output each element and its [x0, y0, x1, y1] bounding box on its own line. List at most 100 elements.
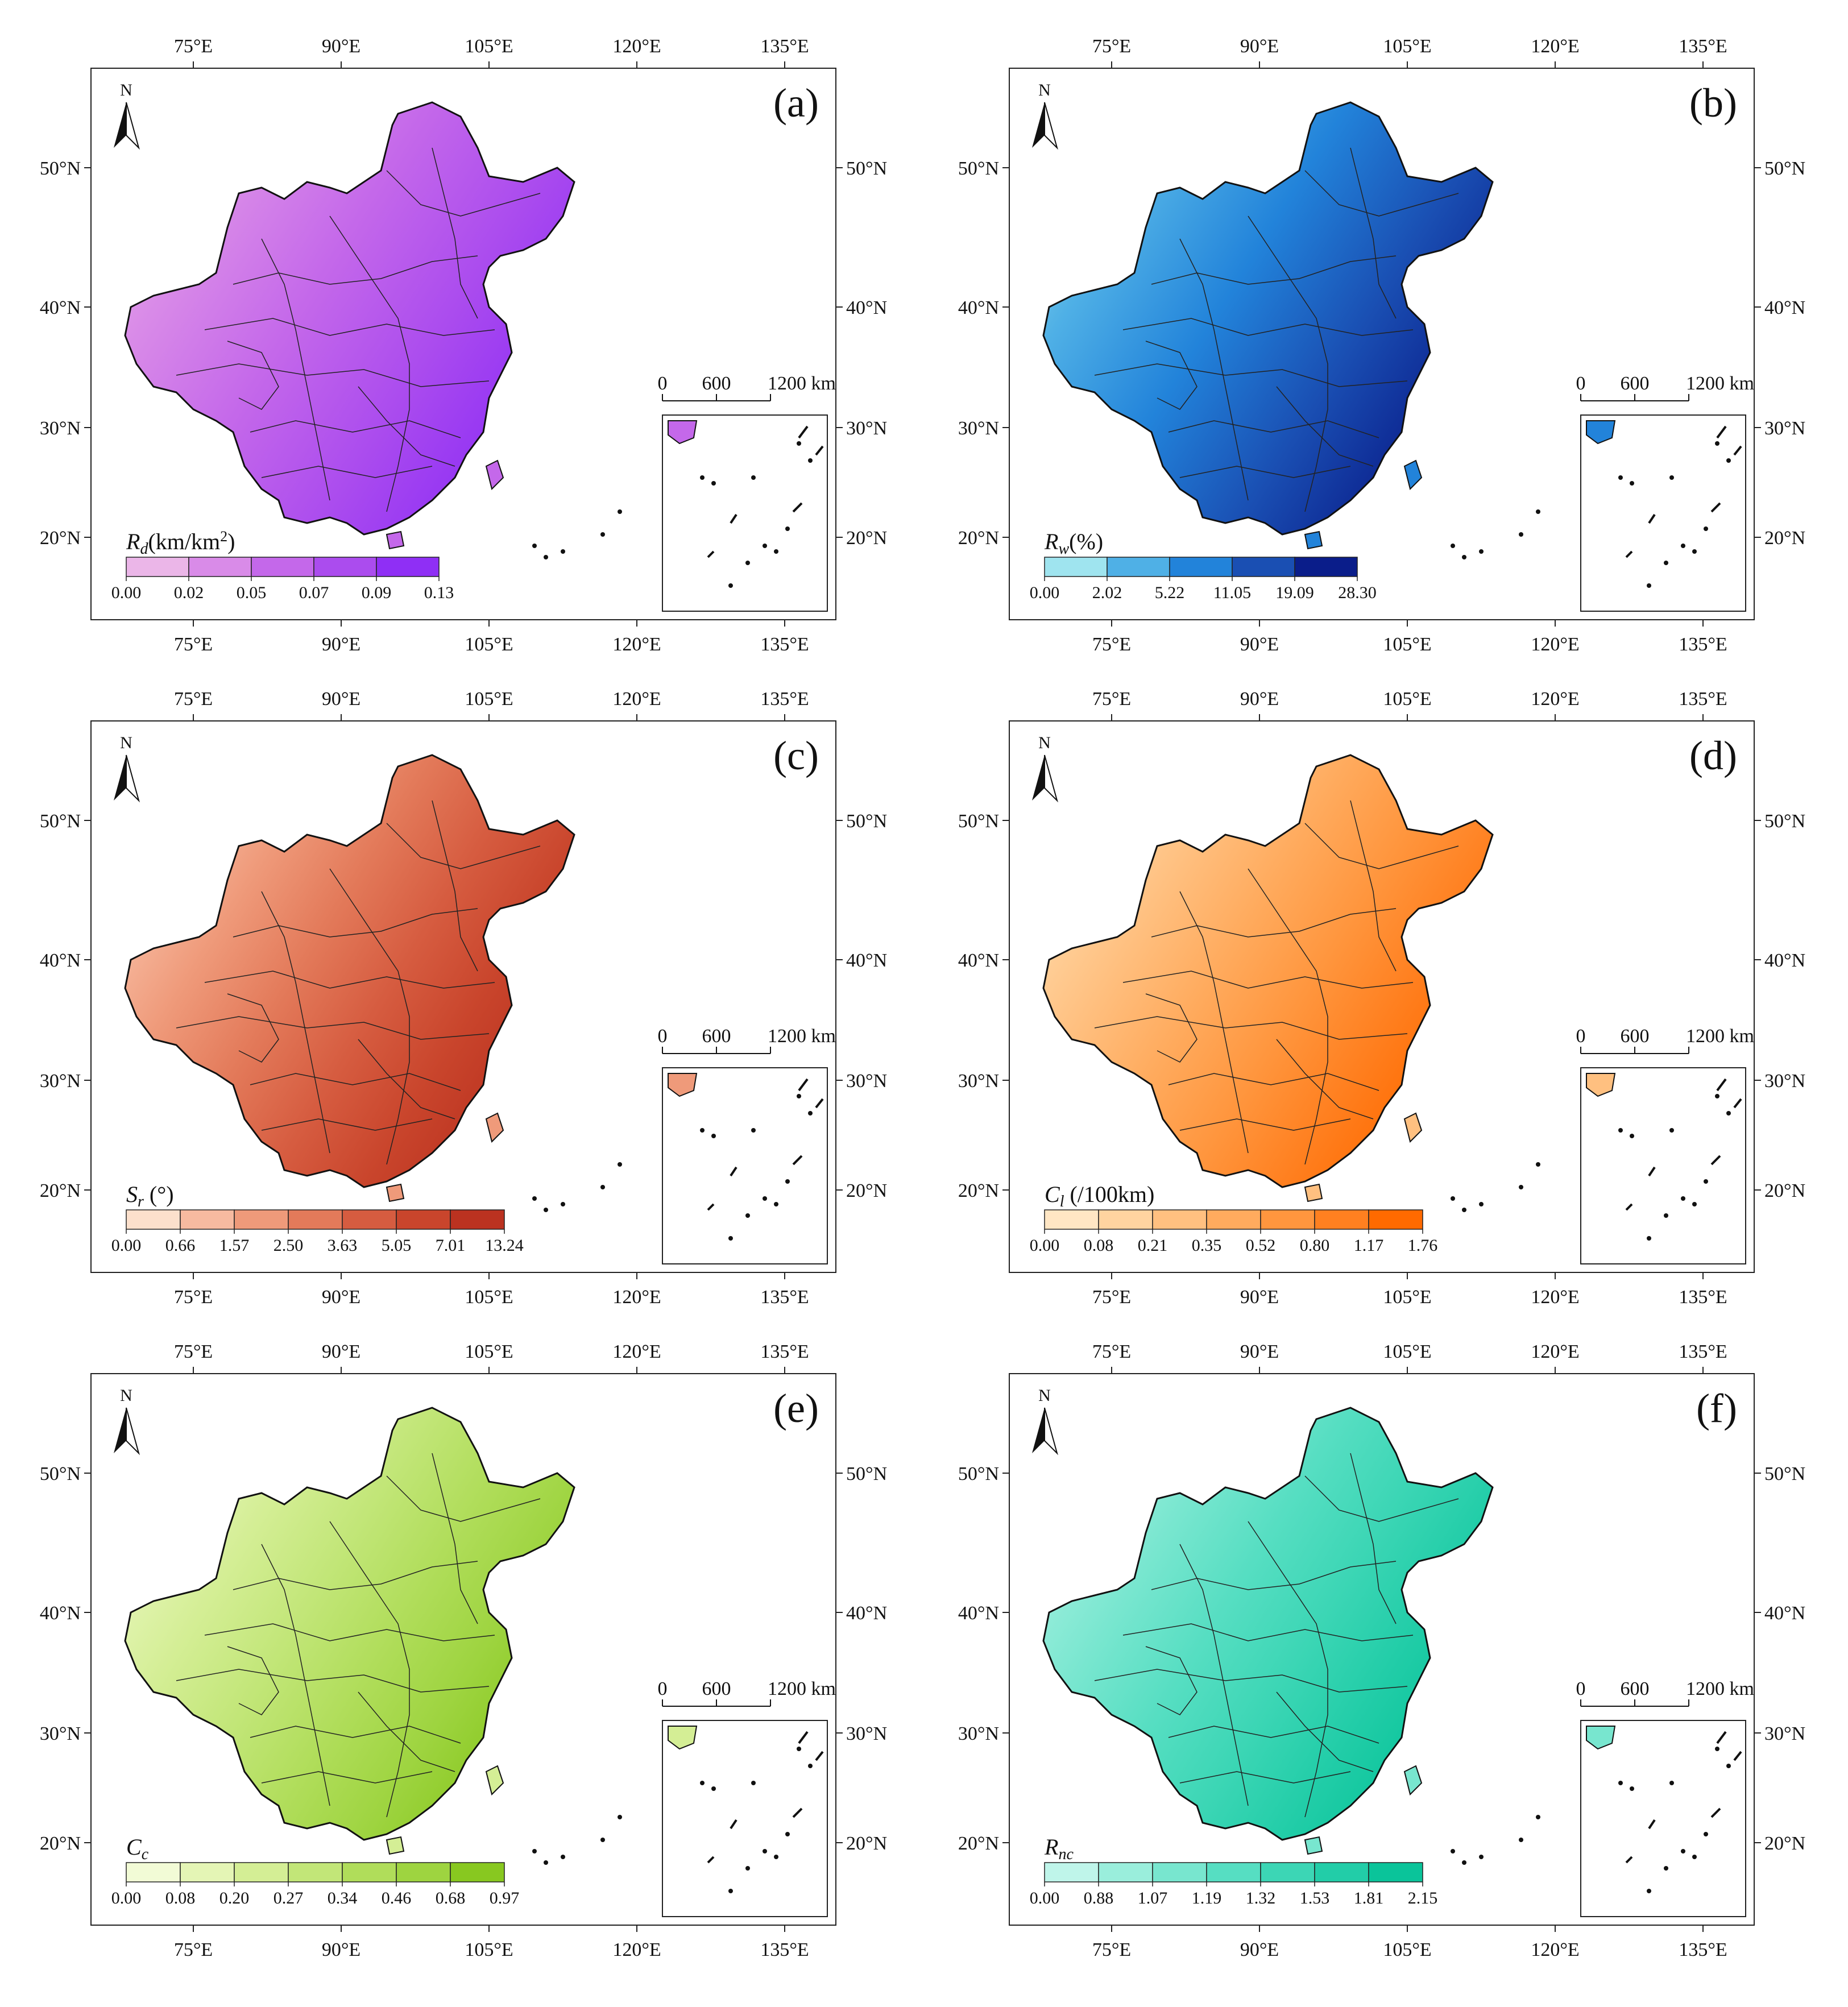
north-label: N — [1038, 81, 1051, 99]
legend-break-label: 0.08 — [1084, 1236, 1114, 1255]
island-dot — [561, 1202, 565, 1206]
panel-label: (c) — [773, 733, 819, 778]
basin-boundary — [261, 466, 433, 478]
north-label: N — [120, 1386, 132, 1405]
legend-title-rest: (%) — [1069, 529, 1103, 554]
map-panel-f: 75°E 75°E 90°E 90°E 105°E 105°E 120°E 120°E 135°… — [958, 1341, 1805, 1960]
legend-title: Rw(%) — [1044, 529, 1103, 558]
lat-tick-label-left: 30°N — [40, 418, 81, 439]
inset-island-dot — [751, 475, 756, 480]
lat-tick-label-left: 20°N — [958, 528, 999, 549]
island — [485, 459, 504, 490]
inset-island-dot — [1715, 1094, 1719, 1098]
legend-swatch — [396, 1862, 451, 1882]
legend-break-label: 2.02 — [1092, 583, 1122, 602]
inset-island-dot — [1664, 1213, 1668, 1218]
island-dot — [532, 1196, 537, 1201]
lat-tick-label-left: 50°N — [40, 1463, 81, 1484]
legend-break-label: 0.13 — [424, 583, 454, 602]
inset-island-dot — [1681, 1849, 1685, 1853]
inset-island-dot — [1669, 1128, 1674, 1133]
lon-tick-label-bottom: 120°E — [1531, 634, 1579, 655]
lon-tick-label-bottom: 75°E — [1092, 1939, 1131, 1960]
inset-island-dot — [1715, 441, 1719, 446]
lon-tick-label-bottom: 75°E — [174, 634, 213, 655]
legend-title: Cl (/100km) — [1045, 1181, 1154, 1210]
basin-boundary — [432, 1453, 478, 1624]
inset-map — [662, 1720, 828, 1917]
island-dot — [600, 532, 605, 537]
lon-tick-label-top: 135°E — [760, 689, 809, 710]
legend-swatch — [288, 1862, 343, 1882]
island-dot — [1536, 1815, 1540, 1819]
inset-island-dot — [763, 1849, 767, 1853]
north-arrow-icon — [114, 102, 140, 150]
map-panel-a: 75°E 75°E 90°E 90°E 105°E 105°E 120°E 120°E 135°… — [40, 36, 887, 655]
legend-title: Rd(km/km2) — [126, 528, 235, 558]
inset-island-dot — [797, 1747, 801, 1751]
inset-island-dot — [711, 1134, 716, 1138]
legend-break-label: 0.34 — [328, 1889, 358, 1908]
legend-swatch — [1260, 1862, 1315, 1882]
lon-tick-label-top: 105°E — [465, 1341, 513, 1362]
legend-break-label: 0.80 — [1300, 1236, 1330, 1255]
north-arrow-right — [126, 754, 140, 803]
lon-tick-label-bottom: 75°E — [174, 1287, 213, 1308]
nine-dash-line — [1710, 502, 1721, 513]
legend-swatch — [1368, 1209, 1423, 1230]
legend-swatch — [342, 1209, 397, 1230]
basin-boundary — [1248, 868, 1328, 1165]
island-dot — [1519, 1838, 1523, 1842]
lon-tick-label-top: 75°E — [174, 1341, 213, 1362]
legend-title-main: R — [126, 529, 140, 554]
scale-bar-label: 1200 km — [768, 1026, 836, 1047]
legend-title-sub: w — [1058, 540, 1069, 558]
basin-boundary — [1276, 1039, 1374, 1119]
legend-break-label: 0.66 — [165, 1236, 196, 1255]
island-dot — [600, 1185, 605, 1189]
island — [1403, 1765, 1423, 1795]
basin-boundary — [176, 1016, 490, 1040]
inset-island-dot — [785, 1179, 790, 1184]
inset-frame — [1580, 1067, 1746, 1264]
nine-dash-line — [815, 1098, 824, 1109]
inset-island-dot — [745, 1866, 750, 1871]
legend-title-sub: c — [142, 1846, 149, 1863]
legend-title-sub: l — [1060, 1193, 1064, 1210]
basin-boundary — [358, 1691, 455, 1772]
inset-island-dot — [1618, 1781, 1623, 1785]
inset-frame — [662, 1067, 828, 1264]
legend: 0.00 0.08 0.21 0.35 0.52 0.80 1.17 1.76 Cl (/100… — [1030, 1181, 1438, 1255]
island-dot — [1462, 555, 1466, 559]
inset-island-dot — [1692, 549, 1697, 554]
inset-island-dot — [1630, 1134, 1634, 1138]
nine-dash-line — [798, 425, 809, 439]
legend-swatch — [126, 557, 189, 577]
lon-tick-label-top: 120°E — [1531, 1341, 1579, 1362]
lon-tick-label-bottom: 120°E — [612, 634, 661, 655]
north-label: N — [120, 81, 132, 99]
inset-frame — [1580, 414, 1746, 612]
scale-bar-label: 1200 km — [768, 1678, 836, 1699]
legend-swatch — [1260, 1209, 1315, 1230]
basin-boundary — [1179, 1544, 1249, 1806]
scale-bar-label: 1200 km — [1686, 1678, 1754, 1699]
lon-tick-label-top: 105°E — [465, 689, 513, 710]
lat-tick-label-left: 50°N — [958, 811, 999, 832]
legend-title: Sr (°) — [126, 1181, 174, 1210]
basin-boundary — [329, 215, 410, 512]
legend-break-label: 5.22 — [1155, 583, 1185, 602]
lon-tick-label-top: 90°E — [322, 1341, 361, 1362]
legend-break-label: 0.09 — [362, 583, 392, 602]
legend-break-label: 0.00 — [1030, 583, 1060, 602]
legend-swatch — [450, 1862, 505, 1882]
lat-tick-label-right: 40°N — [1764, 297, 1805, 318]
basin-boundary — [204, 318, 495, 336]
legend-title-rest: (/100km) — [1064, 1181, 1154, 1207]
legend-break-label: 0.08 — [165, 1889, 196, 1908]
north-arrow-left — [114, 755, 126, 801]
lat-tick-label-right: 20°N — [1764, 1180, 1805, 1201]
lon-tick-label-top: 75°E — [174, 689, 213, 710]
basin-boundary — [432, 147, 478, 319]
